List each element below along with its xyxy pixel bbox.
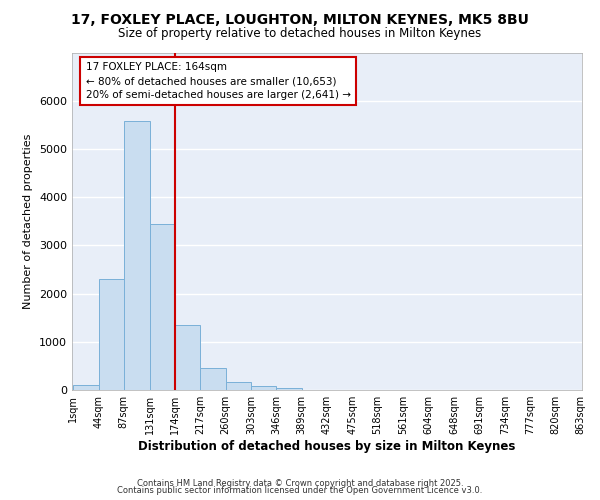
Bar [251,386,277,390]
Y-axis label: Number of detached properties: Number of detached properties [23,134,34,309]
Bar [98,279,124,390]
Bar [200,368,226,390]
Bar [73,385,98,390]
Text: Contains public sector information licensed under the Open Government Licence v3: Contains public sector information licen… [118,486,482,495]
Text: Size of property relative to detached houses in Milton Keynes: Size of property relative to detached ho… [118,28,482,40]
Bar [124,121,150,390]
Bar [226,382,251,390]
Text: Contains HM Land Registry data © Crown copyright and database right 2025.: Contains HM Land Registry data © Crown c… [137,478,463,488]
X-axis label: Distribution of detached houses by size in Milton Keynes: Distribution of detached houses by size … [139,440,515,453]
Bar [277,388,302,390]
Bar [150,224,175,390]
Text: 17 FOXLEY PLACE: 164sqm
← 80% of detached houses are smaller (10,653)
20% of sem: 17 FOXLEY PLACE: 164sqm ← 80% of detache… [86,62,350,100]
Bar [175,325,200,390]
Text: 17, FOXLEY PLACE, LOUGHTON, MILTON KEYNES, MK5 8BU: 17, FOXLEY PLACE, LOUGHTON, MILTON KEYNE… [71,12,529,26]
